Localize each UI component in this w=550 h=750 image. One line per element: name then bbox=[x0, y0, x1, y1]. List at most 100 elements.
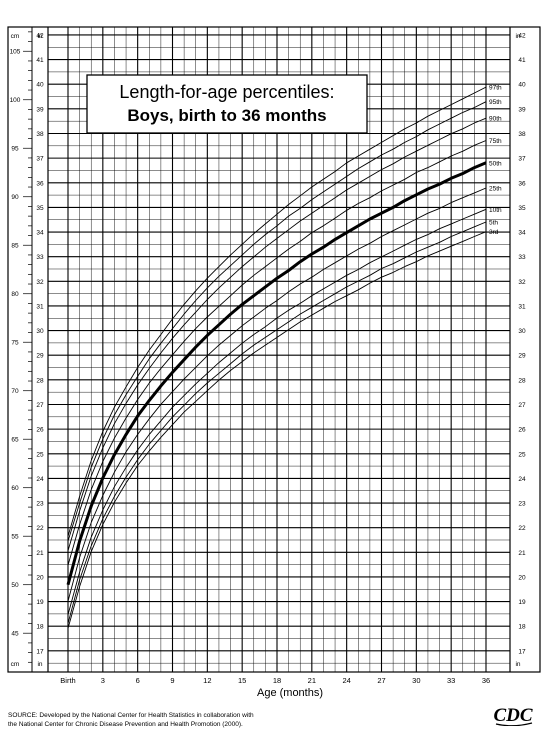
series-label-10th: 10th bbox=[489, 207, 502, 214]
in-tick-label-left: 34 bbox=[36, 230, 44, 237]
in-tick-label-left: 38 bbox=[36, 131, 44, 138]
series-3rd bbox=[67, 231, 487, 629]
source-line-1: SOURCE: Developed by the National Center… bbox=[8, 712, 254, 719]
axis-labels: 45 50 55 60 65 70 75 80 85 90 95 100 105 cm in in cm in in… bbox=[10, 32, 526, 685]
x-tick-label: 12 bbox=[203, 676, 211, 685]
in-tick-label-right: 33 bbox=[518, 254, 526, 261]
series-90th bbox=[67, 117, 487, 551]
cm-tick-label: 75 bbox=[11, 340, 19, 347]
in-tick-label-right: 17 bbox=[518, 648, 526, 655]
in-tick-label-left: 17 bbox=[36, 648, 44, 655]
x-tick-label: Birth bbox=[60, 676, 75, 685]
in-tick-label-left: 41 bbox=[36, 57, 44, 64]
x-tick-label: 6 bbox=[136, 676, 140, 685]
cm-tick-label: 95 bbox=[11, 146, 19, 153]
cm-tick-label: 50 bbox=[11, 582, 19, 589]
in-tick-label-right: 34 bbox=[518, 230, 526, 237]
in-tick-label-right: 27 bbox=[518, 402, 526, 409]
in-tick-label-right: 35 bbox=[518, 205, 526, 212]
in-tick-label-left: 33 bbox=[36, 254, 44, 261]
in-tick-label-left: 39 bbox=[36, 106, 44, 113]
in-tick-label-right: 22 bbox=[518, 525, 526, 532]
axis-ticks bbox=[23, 31, 32, 663]
series-10th bbox=[67, 208, 487, 615]
x-tick-label: 27 bbox=[377, 676, 385, 685]
in-tick-label-left: 27 bbox=[36, 402, 44, 409]
in-tick-label-left: 28 bbox=[36, 377, 44, 384]
unit-label: cm bbox=[11, 33, 20, 40]
source-note: SOURCE: Developed by the National Center… bbox=[8, 711, 254, 729]
in-tick-label-left: 21 bbox=[36, 550, 44, 557]
in-tick-label-right: 24 bbox=[518, 476, 526, 483]
percentile-curves bbox=[66, 86, 487, 629]
in-tick-label-left: 20 bbox=[36, 574, 44, 581]
x-tick-label: 24 bbox=[342, 676, 350, 685]
in-tick-label-right: 32 bbox=[518, 279, 526, 286]
cdc-logo: CDC bbox=[493, 705, 533, 726]
in-tick-label-right: 29 bbox=[518, 353, 526, 360]
series-label-5th: 5th bbox=[489, 219, 498, 226]
unit-label: in bbox=[37, 661, 42, 668]
x-tick-label: 21 bbox=[308, 676, 316, 685]
in-tick-label-right: 23 bbox=[518, 501, 526, 508]
series-label-75th: 75th bbox=[489, 138, 502, 145]
in-tick-label-right: 40 bbox=[518, 82, 526, 89]
cm-tick-label: 65 bbox=[11, 437, 19, 444]
in-tick-label-right: 19 bbox=[518, 599, 526, 606]
in-tick-label-right: 26 bbox=[518, 427, 526, 434]
in-tick-label-left: 29 bbox=[36, 353, 44, 360]
cm-tick-label: 70 bbox=[11, 388, 19, 395]
x-tick-label: 3 bbox=[101, 676, 105, 685]
series-label-95th: 95th bbox=[489, 99, 502, 106]
in-tick-label-right: 31 bbox=[518, 303, 526, 310]
in-tick-label-right: 37 bbox=[518, 156, 526, 163]
in-tick-label-left: 25 bbox=[36, 451, 44, 458]
series-label-90th: 90th bbox=[489, 116, 502, 123]
in-tick-label-left: 18 bbox=[36, 624, 44, 631]
in-tick-label-right: 28 bbox=[518, 377, 526, 384]
series-97th bbox=[67, 86, 487, 537]
x-tick-label: 9 bbox=[170, 676, 174, 685]
in-tick-label-left: 19 bbox=[36, 599, 44, 606]
series-label-3rd: 3rd bbox=[489, 229, 499, 236]
outer-frame bbox=[7, 26, 541, 673]
unit-label: cm bbox=[11, 661, 20, 668]
in-tick-label-left: 30 bbox=[36, 328, 44, 335]
chart-title-line-2: Boys, birth to 36 months bbox=[127, 106, 326, 125]
svg-text:CDC: CDC bbox=[493, 705, 532, 726]
in-tick-label-left: 32 bbox=[36, 279, 44, 286]
series-label-25th: 25th bbox=[489, 186, 502, 193]
cm-tick-label: 100 bbox=[10, 97, 21, 104]
series-95th bbox=[67, 101, 487, 542]
in-tick-label-right: 30 bbox=[518, 328, 526, 335]
in-tick-label-left: 22 bbox=[36, 525, 44, 532]
series-75th bbox=[67, 140, 487, 566]
in-tick-label-left: 26 bbox=[36, 427, 44, 434]
x-tick-label: 18 bbox=[273, 676, 281, 685]
in-tick-label-left: 24 bbox=[36, 476, 44, 483]
source-line-2: the National Center for Chronic Disease … bbox=[8, 721, 243, 728]
in-tick-label-left: 42 bbox=[36, 32, 44, 39]
x-tick-label: 33 bbox=[447, 676, 455, 685]
in-tick-label-right: 36 bbox=[518, 180, 526, 187]
in-tick-label-right: 42 bbox=[518, 32, 526, 39]
cm-tick-label: 55 bbox=[11, 534, 19, 541]
in-tick-label-left: 37 bbox=[36, 156, 44, 163]
cm-tick-label: 85 bbox=[11, 243, 19, 250]
in-tick-label-right: 18 bbox=[518, 624, 526, 631]
cm-tick-label: 60 bbox=[11, 485, 19, 492]
in-tick-label-right: 21 bbox=[518, 550, 526, 557]
in-tick-label-left: 36 bbox=[36, 180, 44, 187]
in-tick-label-right: 38 bbox=[518, 131, 526, 138]
in-tick-label-right: 20 bbox=[518, 574, 526, 581]
cm-tick-label: 45 bbox=[11, 631, 19, 638]
chart-title-line-1: Length-for-age percentiles: bbox=[119, 82, 334, 102]
x-tick-label: 36 bbox=[482, 676, 490, 685]
in-tick-label-left: 23 bbox=[36, 501, 44, 508]
series-25th bbox=[67, 187, 487, 602]
in-tick-label-right: 25 bbox=[518, 451, 526, 458]
series-label-50th: 50th bbox=[489, 160, 502, 167]
in-tick-label-left: 35 bbox=[36, 205, 44, 212]
in-tick-label-left: 40 bbox=[36, 82, 44, 89]
